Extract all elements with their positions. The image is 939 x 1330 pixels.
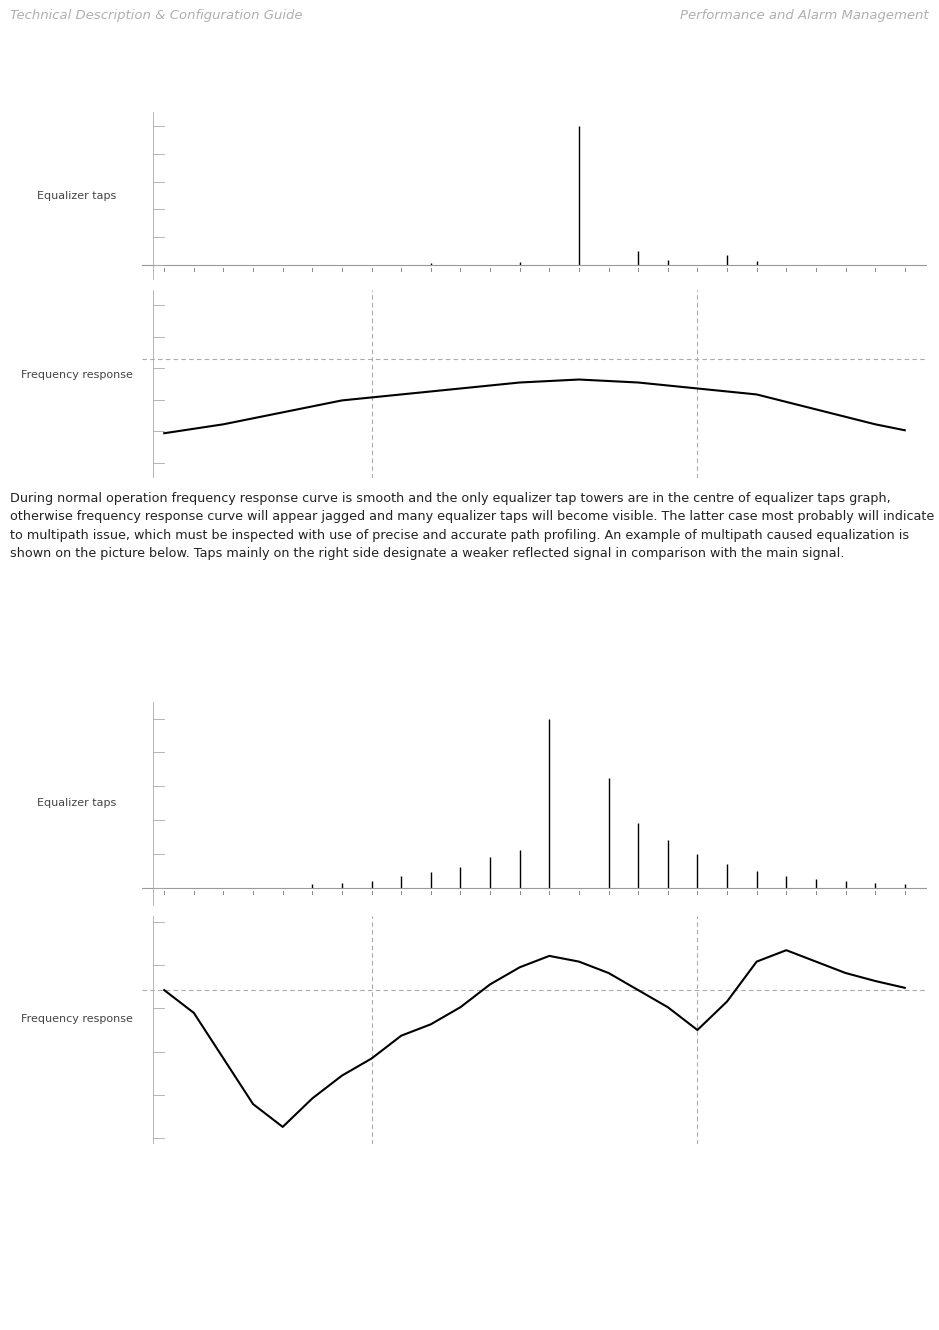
Text: Frequency response: Frequency response (21, 370, 133, 379)
Text: Equalizer graph: Equalizer graph (22, 661, 140, 673)
Text: Performance and Alarm Management: Performance and Alarm Management (681, 9, 929, 23)
Text: Equalizer taps: Equalizer taps (38, 190, 116, 201)
Text: During normal operation frequency response curve is smooth and the only equalize: During normal operation frequency respon… (10, 492, 934, 560)
Text: Frequency response: Frequency response (21, 1013, 133, 1024)
Text: Equalizer graph: Equalizer graph (22, 74, 140, 88)
Text: Equalizer taps: Equalizer taps (38, 798, 116, 809)
Text: Technical Description & Configuration Guide: Technical Description & Configuration Gu… (10, 9, 302, 23)
